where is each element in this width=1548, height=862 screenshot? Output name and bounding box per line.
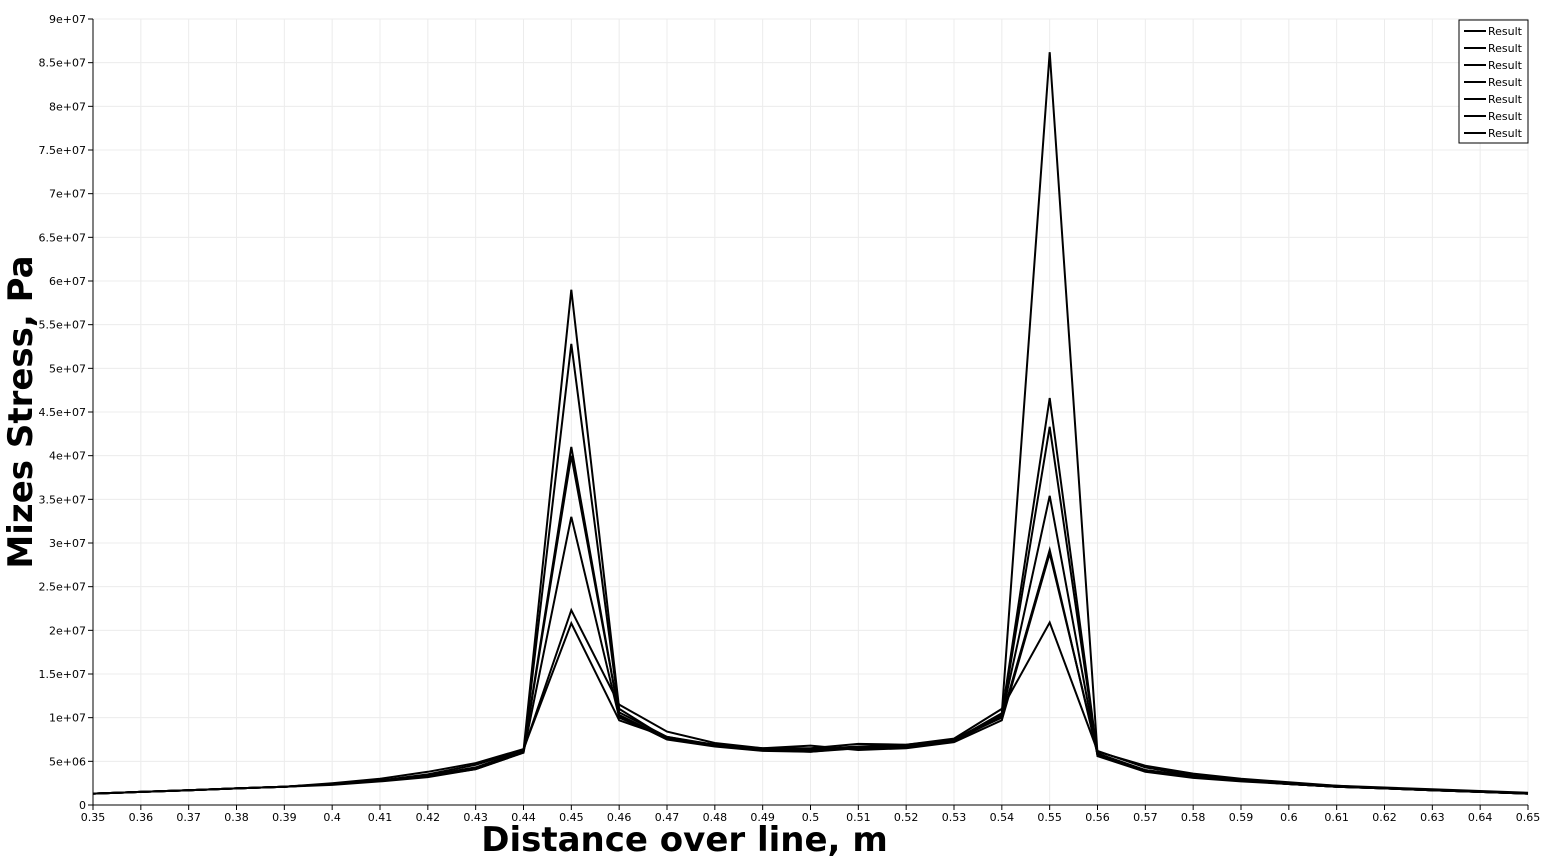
y-tick-label: 3e+07 bbox=[49, 537, 86, 550]
x-tick-label: 0.42 bbox=[416, 811, 441, 824]
x-tick-label: 0.39 bbox=[272, 811, 297, 824]
legend-label: Result bbox=[1488, 59, 1523, 72]
series-line-7 bbox=[92, 620, 1529, 795]
x-tick-label: 0.64 bbox=[1468, 811, 1493, 824]
y-tick-label: 4e+07 bbox=[49, 450, 86, 463]
x-tick-label: 0.65 bbox=[1516, 811, 1541, 824]
y-tick-label: 7e+07 bbox=[49, 188, 86, 201]
x-tick-label: 0.37 bbox=[176, 811, 201, 824]
x-tick-label: 0.43 bbox=[463, 811, 488, 824]
x-tick-label: 0.63 bbox=[1420, 811, 1445, 824]
legend-label: Result bbox=[1488, 76, 1523, 89]
grid-lines bbox=[92, 18, 1529, 806]
x-tick-label: 0.62 bbox=[1372, 811, 1397, 824]
x-tick-label: 0.53 bbox=[942, 811, 967, 824]
legend-label: Result bbox=[1488, 42, 1523, 55]
x-tick-label: 0.49 bbox=[750, 811, 775, 824]
x-tick-label: 0.59 bbox=[1229, 811, 1254, 824]
x-tick-label: 0.56 bbox=[1085, 811, 1110, 824]
y-tick-label: 5e+06 bbox=[49, 755, 86, 768]
y-tick-label: 5e+07 bbox=[49, 362, 86, 375]
y-tick-label: 6e+07 bbox=[49, 275, 86, 288]
y-tick-label: 8.5e+07 bbox=[39, 57, 86, 70]
legend-label: Result bbox=[1488, 93, 1523, 106]
x-tick-label: 0.38 bbox=[224, 811, 249, 824]
y-tick-label: 1e+07 bbox=[49, 712, 86, 725]
x-tick-label: 0.46 bbox=[607, 811, 632, 824]
x-tick-label: 0.44 bbox=[511, 811, 536, 824]
y-tick-label: 2e+07 bbox=[49, 624, 86, 637]
y-tick-label: 5.5e+07 bbox=[39, 319, 86, 332]
x-tick-label: 0.6 bbox=[1280, 811, 1298, 824]
legend-label: Result bbox=[1488, 110, 1523, 123]
y-axis-title: Mizes Stress, Pa bbox=[1, 255, 41, 568]
y-tick-label: 0 bbox=[79, 799, 86, 812]
x-axis-title: Distance over line, m bbox=[481, 820, 888, 860]
y-tick-label: 7.5e+07 bbox=[39, 144, 86, 157]
y-tick-label: 1.5e+07 bbox=[39, 668, 86, 681]
x-tick-label: 0.5 bbox=[802, 811, 820, 824]
x-tick-label: 0.55 bbox=[1037, 811, 1062, 824]
x-tick-label: 0.45 bbox=[559, 811, 584, 824]
x-tick-label: 0.51 bbox=[846, 811, 871, 824]
legend-label: Result bbox=[1488, 25, 1523, 38]
x-tick-label: 0.58 bbox=[1181, 811, 1206, 824]
x-tick-label: 0.41 bbox=[368, 811, 393, 824]
y-tick-label: 9e+07 bbox=[49, 13, 86, 26]
series-layer bbox=[92, 52, 1529, 795]
x-tick-label: 0.52 bbox=[894, 811, 919, 824]
y-tick-label: 2.5e+07 bbox=[39, 581, 86, 594]
x-tick-label: 0.35 bbox=[81, 811, 106, 824]
y-tick-label: 4.5e+07 bbox=[39, 406, 86, 419]
x-tick-label: 0.57 bbox=[1133, 811, 1158, 824]
x-tick-label: 0.36 bbox=[129, 811, 154, 824]
legend-label: Result bbox=[1488, 127, 1523, 140]
x-axis-ticks: 0.35 0.36 0.37 0.38 0.39 0.4 0.41 0.42 0.43 0.44 0… bbox=[81, 805, 1541, 824]
x-tick-label: 0.47 bbox=[655, 811, 680, 824]
x-tick-label: 0.54 bbox=[990, 811, 1015, 824]
x-tick-label: 0.4 bbox=[323, 811, 341, 824]
x-tick-label: 0.48 bbox=[703, 811, 728, 824]
y-tick-label: 8e+07 bbox=[49, 100, 86, 113]
y-axis-ticks: 0 5e+06 1e+07 1.5e+07 2e+07 2.5e+07 3e+07 3.5e+… bbox=[39, 13, 93, 812]
legend: Result Result Result Result Result Result Resu… bbox=[1458, 19, 1529, 144]
y-tick-label: 3.5e+07 bbox=[39, 493, 86, 506]
y-tick-label: 6.5e+07 bbox=[39, 231, 86, 244]
x-tick-label: 0.61 bbox=[1324, 811, 1349, 824]
